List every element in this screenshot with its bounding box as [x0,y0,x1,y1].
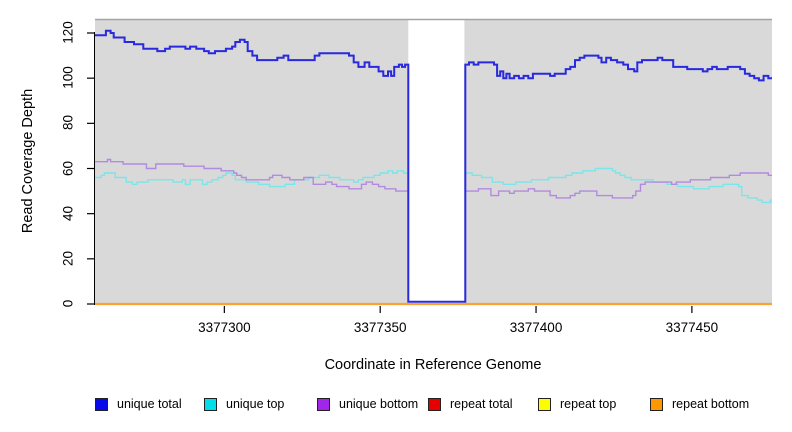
legend-label: unique total [117,397,182,411]
legend-label: repeat top [560,397,617,411]
x-tick-label: 3377350 [353,320,407,335]
legend-label: repeat total [450,397,513,411]
unique-top-swatch-icon [204,397,217,411]
repeat-bottom-swatch-icon [650,397,663,411]
x-axis-label: Coordinate in Reference Genome [324,357,542,373]
series-unique-bottom [95,158,772,199]
repeat-total-swatch-icon [428,397,441,411]
legend-label: repeat bottom [672,397,750,411]
y-tick-label: 100 [60,66,76,89]
unique-total-swatch-icon [95,397,108,411]
y-tick-label: 60 [60,160,76,176]
y-tick-label: 120 [60,21,76,44]
repeat-top-swatch-icon [538,397,551,411]
legend-label: unique bottom [339,397,419,411]
y-tick-label: 80 [60,115,76,131]
y-tick-label: 20 [60,250,76,266]
legend-item-unique-top: unique top [204,397,284,411]
x-tick-label: 3377450 [665,320,719,335]
y-tick-label: 0 [60,299,76,308]
x-tick-label: 3377300 [198,320,251,335]
y-tick-label: 40 [60,205,76,221]
y-axis-label: Read Coverage Depth [20,88,36,234]
x-tick-label: 3377400 [509,320,563,335]
legend-item-unique-bottom: unique bottom [317,397,418,411]
legend-item-unique-total: unique total [95,397,182,411]
legend-label: unique top [226,397,285,411]
legend: unique total unique top unique bottom re… [0,397,792,413]
series-unique-total [95,29,772,303]
legend-item-repeat-bottom: repeat bottom [650,397,749,411]
unique-bottom-swatch-icon [317,397,330,411]
masked-region [408,19,465,303]
legend-item-repeat-top: repeat top [538,397,616,411]
legend-item-repeat-total: repeat total [428,397,513,411]
